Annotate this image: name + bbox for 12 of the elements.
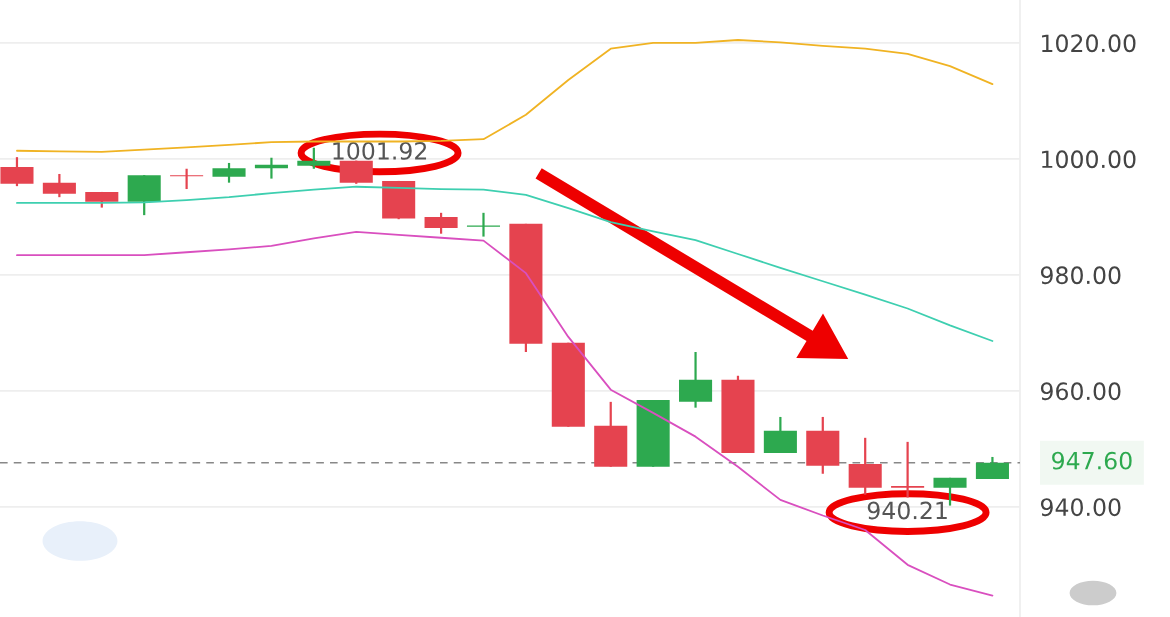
line-series [16, 185, 994, 342]
y-tick-label: 960.00 [1040, 382, 1121, 401]
annotation: 1001.92 [333, 141, 427, 160]
line-series [16, 231, 994, 597]
annotation: 940.21 [867, 501, 947, 520]
candlestick [297, 146, 331, 170]
candlestick [891, 440, 925, 499]
y-tick-label: 980.00 [1040, 266, 1121, 285]
ref-line-label: 947.60 [1052, 451, 1132, 470]
y-tick-label: 940.00 [1040, 498, 1121, 517]
y-tick-label: 1020.00 [1042, 34, 1136, 53]
y-tick-label: 1000.00 [1042, 150, 1136, 169]
